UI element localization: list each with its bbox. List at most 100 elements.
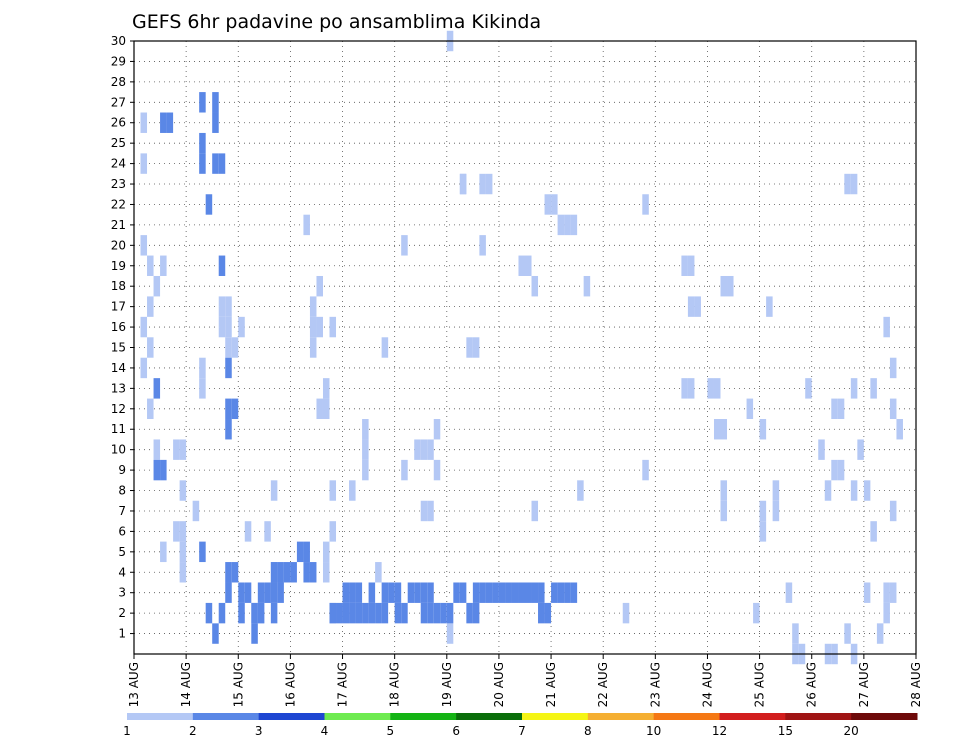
- precip-cell: [557, 214, 565, 236]
- precip-cell: [622, 602, 630, 624]
- precip-cell: [257, 602, 265, 624]
- precip-cell: [160, 112, 167, 133]
- precip-cell: [766, 296, 773, 317]
- precip-cell: [681, 378, 688, 399]
- y-tick-label: 26: [111, 116, 126, 130]
- y-tick-label: 1: [118, 627, 126, 641]
- precip-cell: [283, 562, 291, 583]
- precip-cell: [199, 153, 206, 174]
- precip-cell: [316, 275, 323, 297]
- x-tick-label: 24 AUG: [700, 662, 714, 707]
- precip-cell: [720, 500, 728, 522]
- legend-label: 10: [646, 724, 661, 738]
- precip-cell: [303, 541, 310, 563]
- precip-cell: [440, 602, 447, 624]
- precip-cell: [472, 337, 480, 358]
- precip-cell: [870, 521, 877, 542]
- legend-swatch: [324, 713, 391, 720]
- precip-cell: [570, 214, 578, 236]
- precip-cell: [727, 275, 734, 297]
- y-tick-label: 29: [111, 54, 126, 68]
- precip-cell: [857, 439, 864, 460]
- legend-swatch: [127, 713, 194, 720]
- precip-cell: [257, 582, 265, 603]
- legend-swatch: [587, 713, 655, 720]
- precip-cell: [349, 480, 356, 501]
- legend-swatch: [258, 713, 325, 720]
- chart-title: GEFS 6hr padavine po ansamblima Kikinda: [132, 11, 541, 33]
- y-tick-label: 5: [118, 545, 126, 559]
- precip-cell: [368, 582, 376, 603]
- precip-cell: [225, 582, 232, 603]
- precip-cell: [544, 194, 552, 215]
- precip-cell: [433, 602, 441, 624]
- precip-cell: [375, 602, 382, 624]
- precip-cell: [329, 602, 337, 624]
- precip-cell: [225, 398, 232, 420]
- precip-cell: [225, 357, 232, 379]
- precip-cell: [694, 296, 701, 317]
- precip-cell: [551, 194, 558, 215]
- precip-cell: [889, 582, 897, 603]
- precip-cell: [362, 439, 369, 460]
- x-tick-label: 15 AUG: [231, 662, 245, 707]
- x-tick-label: 13 AUG: [127, 662, 141, 707]
- precip-cell: [238, 602, 245, 624]
- precip-cell: [362, 419, 369, 440]
- legend-label: 5: [387, 724, 395, 738]
- x-tick-label: 17 AUG: [336, 662, 350, 707]
- precip-cell: [251, 623, 258, 644]
- x-tick-label: 14 AUG: [179, 662, 193, 707]
- precip-cell: [518, 582, 525, 603]
- precip-cell: [251, 602, 258, 624]
- precip-cell: [720, 480, 728, 501]
- y-tick-label: 21: [111, 218, 126, 232]
- precip-cell: [394, 602, 402, 624]
- precip-cell: [453, 582, 460, 603]
- precip-cell: [759, 419, 767, 440]
- y-tick-label: 17: [111, 300, 126, 314]
- precip-cell: [479, 235, 486, 256]
- precip-cell: [850, 480, 858, 501]
- precip-cell: [492, 582, 499, 603]
- legend-label: 2: [189, 724, 197, 738]
- precip-cell: [713, 419, 721, 440]
- precip-cell: [303, 562, 310, 583]
- legend-swatch: [456, 713, 523, 720]
- precip-cell: [212, 153, 219, 174]
- precip-cell: [772, 480, 780, 501]
- precip-cell: [420, 602, 428, 624]
- precip-cell: [557, 582, 565, 603]
- precip-cell: [322, 398, 330, 420]
- precip-cell: [427, 500, 434, 522]
- legend-label: 7: [518, 724, 526, 738]
- x-tick-label: 20 AUG: [492, 662, 506, 707]
- precip-cell: [270, 480, 278, 501]
- x-tick-label: 22 AUG: [596, 662, 610, 707]
- precip-cell: [642, 459, 649, 481]
- precip-cell: [231, 337, 239, 358]
- precip-cell: [212, 623, 219, 644]
- y-tick-label: 6: [118, 524, 126, 538]
- precip-cell: [863, 582, 871, 603]
- precip-cells: [140, 30, 903, 665]
- precip-cell: [785, 582, 793, 603]
- legend-label: 15: [778, 724, 793, 738]
- legend-label: 6: [452, 724, 460, 738]
- y-tick-label: 10: [111, 443, 126, 457]
- precip-cell: [179, 439, 187, 460]
- precip-cell: [160, 541, 167, 563]
- y-tick-label: 25: [111, 136, 126, 150]
- precip-cell: [863, 480, 871, 501]
- x-tick-labels: 13 AUG 14 AUG 15 AUG 16 AUG 17 AUG 18 AUG 19 A…: [127, 654, 923, 707]
- precip-cell: [355, 582, 363, 603]
- precip-cell: [218, 602, 226, 624]
- precip-cell: [805, 378, 812, 399]
- precip-cell: [309, 562, 317, 583]
- precip-cell: [238, 316, 245, 338]
- precip-cell: [427, 582, 434, 603]
- precip-cell: [446, 602, 454, 624]
- precip-cell: [322, 562, 330, 583]
- precip-cell: [427, 439, 434, 460]
- precip-cell: [687, 296, 695, 317]
